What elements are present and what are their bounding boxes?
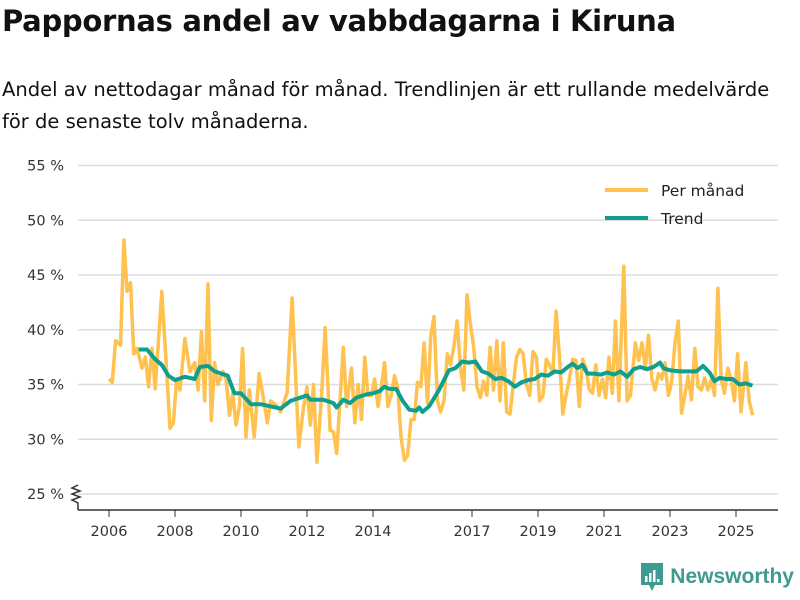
series-line-monthly xyxy=(107,238,755,464)
x-tick-label: 2010 xyxy=(223,524,260,540)
y-tick-label: 50 % xyxy=(27,213,64,229)
y-tick-label: 40 % xyxy=(27,323,64,339)
x-tick-label: 2023 xyxy=(652,524,689,540)
brand-name: Newsworthy xyxy=(670,565,794,588)
y-tick-label: 25 % xyxy=(27,487,64,503)
legend-label-monthly: Per månad xyxy=(661,182,744,200)
y-tick-label: 30 % xyxy=(27,432,64,448)
y-axis: 25 % 30 % 35 % 40 % 45 % 50 % 55 % xyxy=(27,159,83,510)
x-tick-label: 2014 xyxy=(355,524,392,540)
x-tick-label: 2008 xyxy=(157,524,194,540)
logo-icon xyxy=(641,563,664,591)
legend-label-trend: Trend xyxy=(660,210,703,228)
x-tick-label: 2025 xyxy=(718,524,755,540)
x-axis: 2006 2008 2010 2012 2014 2017 2019 2021 2023 2025 xyxy=(78,509,778,540)
y-tick-label: 55 % xyxy=(27,159,64,175)
y-tick-label: 35 % xyxy=(27,378,64,394)
x-tick-label: 2017 xyxy=(454,524,491,540)
legend: Per månad Trend xyxy=(605,182,744,228)
x-tick-label: 2006 xyxy=(91,524,128,540)
chart-title: Pappornas andel av vabbdagarna i Kiruna xyxy=(2,4,676,38)
axis-break-icon xyxy=(69,484,83,510)
chart-subtitle: Andel av nettodagar månad för månad. Tre… xyxy=(2,78,770,133)
series-lines xyxy=(107,238,755,464)
newsworthy-logo: Newsworthy xyxy=(640,562,794,592)
x-tick-label: 2019 xyxy=(520,524,557,540)
x-tick-label: 2012 xyxy=(289,524,326,540)
y-tick-label: 45 % xyxy=(27,268,64,284)
x-tick-label: 2021 xyxy=(586,524,623,540)
series-line-trend xyxy=(138,347,754,414)
